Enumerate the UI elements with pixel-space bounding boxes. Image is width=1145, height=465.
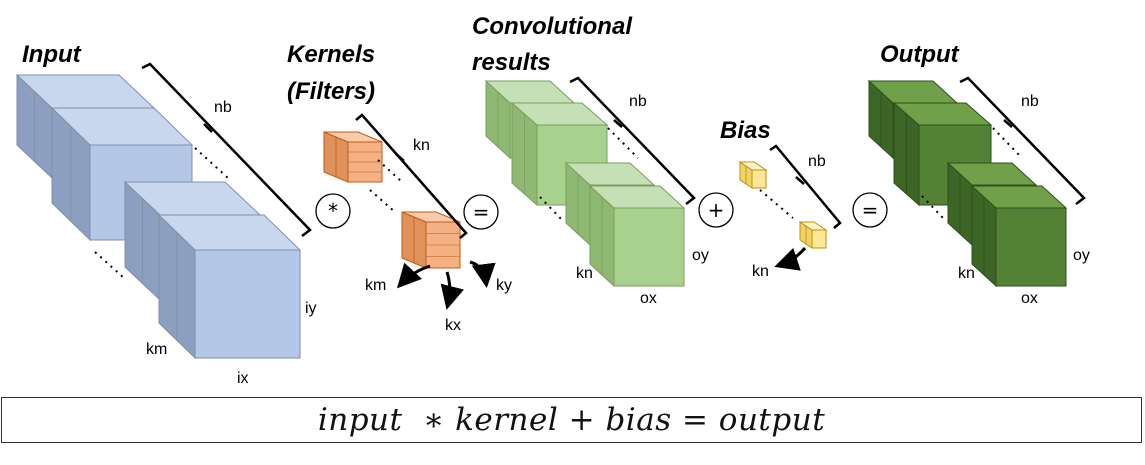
- conv-cube-front-2: [588, 184, 686, 288]
- bias-kn-arrow: [774, 247, 807, 271]
- input-cube-front-2: [157, 213, 302, 360]
- output-label-ox: ox: [1021, 290, 1038, 307]
- kernel-ky-arrow: [469, 260, 496, 288]
- bias-label-nb: nb: [808, 153, 826, 170]
- conv-results-section: Convolutional results nb kn oy ox: [472, 13, 709, 307]
- output-label-nb: nb: [1021, 93, 1039, 110]
- output-tensor: [867, 79, 1068, 288]
- kernel-label-ky: ky: [496, 277, 512, 294]
- input-label-nb: nb: [214, 99, 232, 116]
- conv-label-oy: oy: [692, 247, 709, 264]
- bias-ellipsis-dots: [759, 189, 794, 219]
- bias-title: Bias: [720, 117, 771, 144]
- conv-brace-tick: [613, 119, 623, 128]
- equals-operator-1: =: [463, 194, 499, 230]
- output-label-oy: oy: [1073, 247, 1090, 264]
- bias-block-back: [738, 161, 768, 189]
- input-label-iy: iy: [305, 300, 317, 317]
- output-brace-tick: [1003, 119, 1013, 128]
- kernel-label-kx: kx: [445, 317, 461, 334]
- kernel-brace-tick: [395, 153, 405, 162]
- input-title: Input: [22, 41, 82, 68]
- conv-title-line1: Convolutional: [472, 13, 633, 40]
- kernels-title-line1: Kernels: [287, 41, 375, 68]
- conv-label-ox: ox: [640, 290, 657, 307]
- conv-ellipsis-dots: [539, 196, 563, 221]
- kernel-count-brace: [355, 113, 468, 239]
- kernel-kx-arrow: [440, 271, 465, 310]
- input-label-km: km: [146, 341, 167, 358]
- equation-box: input ∗ kernel + bias = output: [1, 397, 1142, 443]
- conv-tensor: [484, 79, 686, 288]
- bias-section: Bias nb kn: [720, 117, 842, 280]
- input-brace-tick: [203, 123, 213, 133]
- output-title: Output: [880, 41, 960, 68]
- plus-symbol: +: [708, 198, 725, 222]
- input-ellipsis-dots-top: [194, 147, 229, 179]
- kernel-km-arrow: [396, 262, 431, 289]
- bias-batch-brace: [769, 144, 842, 229]
- equals-symbol-2: =: [862, 198, 879, 222]
- output-section: Output nb kn oy ox: [867, 41, 1090, 307]
- kernels-section: Kernels (Filters) kn km kx ky: [287, 41, 512, 334]
- conv-ellipsis-dots-top: [607, 127, 639, 159]
- output-batch-brace: [959, 76, 1086, 205]
- kernel-slice-front: [401, 211, 461, 269]
- input-tensor: [15, 73, 302, 360]
- input-label-ix: ix: [237, 370, 249, 387]
- output-ellipsis-dots: [921, 195, 945, 220]
- input-cube-back-2: [50, 106, 194, 242]
- output-label-kn: kn: [958, 265, 975, 282]
- plus-operator: +: [698, 192, 734, 228]
- conv-title-line2: results: [472, 49, 551, 76]
- conv-label-kn: kn: [576, 265, 593, 282]
- kernel-slice-back: [323, 131, 383, 183]
- bias-block-front: [798, 221, 828, 249]
- input-ellipsis-dots: [94, 251, 125, 279]
- convolve-symbol: *: [328, 199, 338, 223]
- output-cube-front-2: [970, 184, 1068, 288]
- equals-operator-2: =: [852, 192, 888, 228]
- kernel-tensor: [323, 131, 461, 269]
- equation-text: input ∗ kernel + bias = output: [317, 402, 826, 438]
- convolve-operator: *: [315, 193, 351, 229]
- bias-brace-tick: [795, 176, 805, 185]
- convolution-diagram: Input nb km iy ix * Kernels (Filters) kn: [15, 13, 1090, 387]
- kernel-label-km: km: [365, 277, 386, 294]
- bias-label-kn: kn: [752, 263, 769, 280]
- input-section: Input nb km iy ix: [15, 41, 317, 387]
- output-ellipsis-dots-top: [992, 127, 1023, 159]
- conv-label-nb: nb: [629, 93, 647, 110]
- equals-symbol-1: =: [473, 200, 490, 224]
- bias-tensor: [738, 161, 828, 249]
- kernels-title-line2: (Filters): [287, 78, 375, 105]
- input-batch-brace: [141, 62, 312, 237]
- kernel-ellipsis-dots: [369, 189, 396, 213]
- conv-batch-brace: [569, 76, 696, 205]
- kernel-label-kn: kn: [413, 137, 430, 154]
